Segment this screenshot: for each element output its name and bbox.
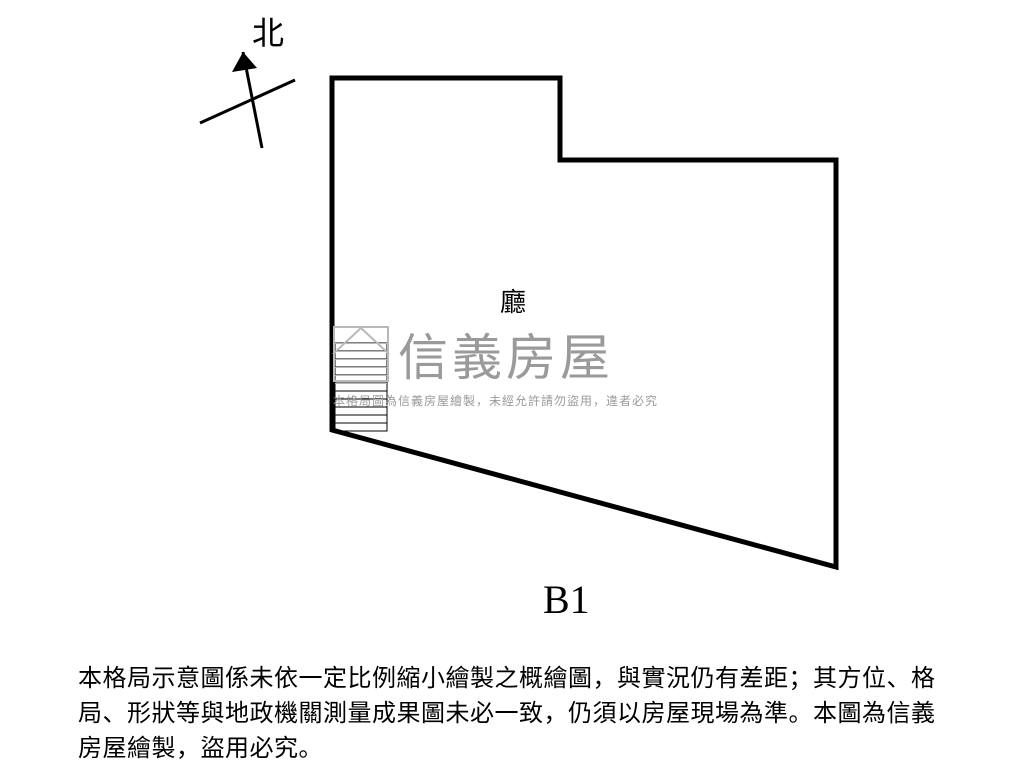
watermark-subtext: 本格局圖為信義房屋繪製，未經允許請勿盜用，違者必究 [333, 392, 658, 409]
floor-label: B1 [543, 576, 590, 623]
disclaimer-text: 本格局示意圖係未依一定比例縮小繪製之概繪圖，與實況仍有差距；其方位、格局、形狀等… [78, 662, 948, 766]
room-label: 廳 [500, 282, 526, 319]
north-arrow [200, 52, 295, 148]
watermark-brand: 信義房屋 [398, 318, 614, 390]
watermark-logo-box [333, 326, 389, 382]
north-label: 北 [252, 8, 284, 54]
